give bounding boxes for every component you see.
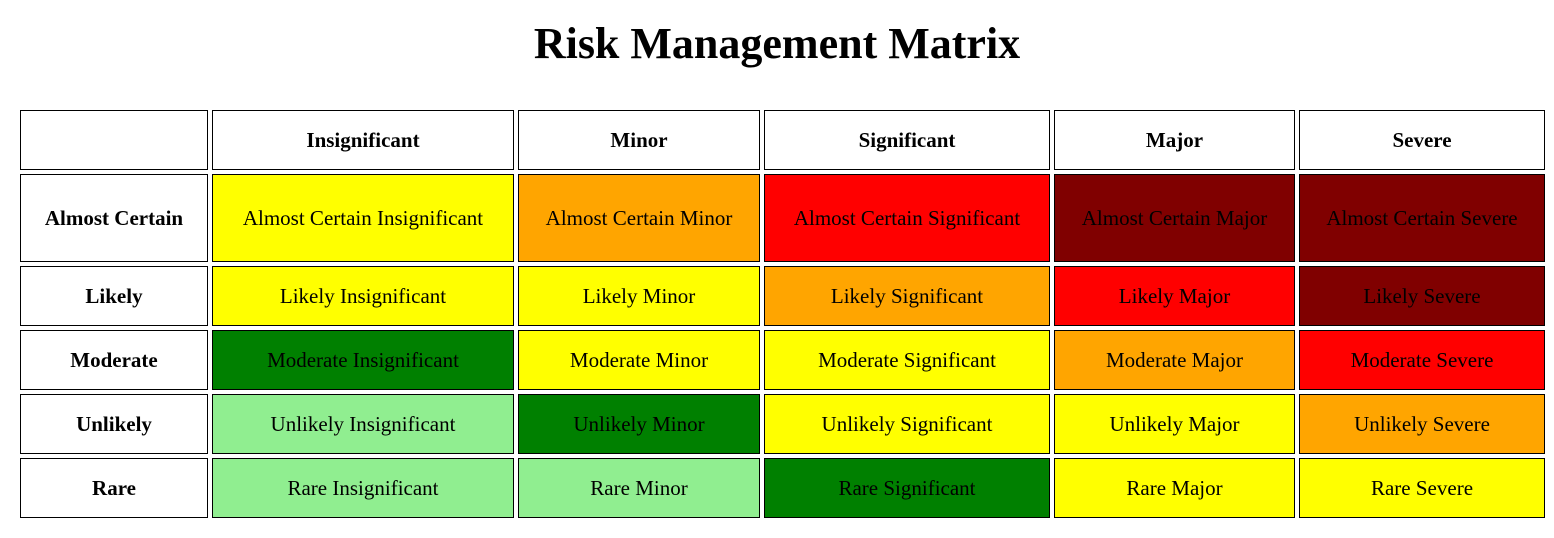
risk-cell: Moderate Significant (764, 330, 1050, 390)
risk-cell: Unlikely Significant (764, 394, 1050, 454)
page-title: Risk Management Matrix (533, 19, 1021, 68)
corner-cell (20, 110, 208, 170)
column-header-major: Major (1054, 110, 1295, 170)
risk-cell: Likely Major (1054, 266, 1295, 326)
risk-cell: Unlikely Minor (518, 394, 760, 454)
table-row: Likely Likely Insignificant Likely Minor… (20, 266, 1545, 326)
risk-cell: Almost Certain Insignificant (212, 174, 514, 262)
row-header-almost-certain: Almost Certain (20, 174, 208, 262)
risk-cell: Rare Major (1054, 458, 1295, 518)
risk-cell: Moderate Severe (1299, 330, 1545, 390)
risk-cell: Moderate Insignificant (212, 330, 514, 390)
table-row: Unlikely Unlikely Insignificant Unlikely… (20, 394, 1545, 454)
row-header-moderate: Moderate (20, 330, 208, 390)
risk-cell: Likely Minor (518, 266, 760, 326)
risk-cell: Unlikely Major (1054, 394, 1295, 454)
risk-cell: Rare Significant (764, 458, 1050, 518)
risk-cell: Unlikely Severe (1299, 394, 1545, 454)
risk-matrix-table: Insignificant Minor Significant Major Se… (16, 106, 1549, 522)
column-header-minor: Minor (518, 110, 760, 170)
table-row: Moderate Moderate Insignificant Moderate… (20, 330, 1545, 390)
column-header-insignificant: Insignificant (212, 110, 514, 170)
risk-cell: Likely Insignificant (212, 266, 514, 326)
column-header-significant: Significant (764, 110, 1050, 170)
risk-cell: Almost Certain Major (1054, 174, 1295, 262)
risk-cell: Almost Certain Minor (518, 174, 760, 262)
table-row: Rare Rare Insignificant Rare Minor Rare … (20, 458, 1545, 518)
risk-cell: Likely Significant (764, 266, 1050, 326)
risk-cell: Moderate Major (1054, 330, 1295, 390)
risk-cell: Moderate Minor (518, 330, 760, 390)
row-header-unlikely: Unlikely (20, 394, 208, 454)
row-header-likely: Likely (20, 266, 208, 326)
risk-cell: Likely Severe (1299, 266, 1545, 326)
risk-cell: Rare Insignificant (212, 458, 514, 518)
risk-cell: Rare Minor (518, 458, 760, 518)
risk-cell: Almost Certain Severe (1299, 174, 1545, 262)
header-row: Insignificant Minor Significant Major Se… (20, 110, 1545, 170)
risk-cell: Unlikely Insignificant (212, 394, 514, 454)
column-header-severe: Severe (1299, 110, 1545, 170)
table-row: Almost Certain Almost Certain Insignific… (20, 174, 1545, 262)
risk-cell: Almost Certain Significant (764, 174, 1050, 262)
risk-cell: Rare Severe (1299, 458, 1545, 518)
row-header-rare: Rare (20, 458, 208, 518)
